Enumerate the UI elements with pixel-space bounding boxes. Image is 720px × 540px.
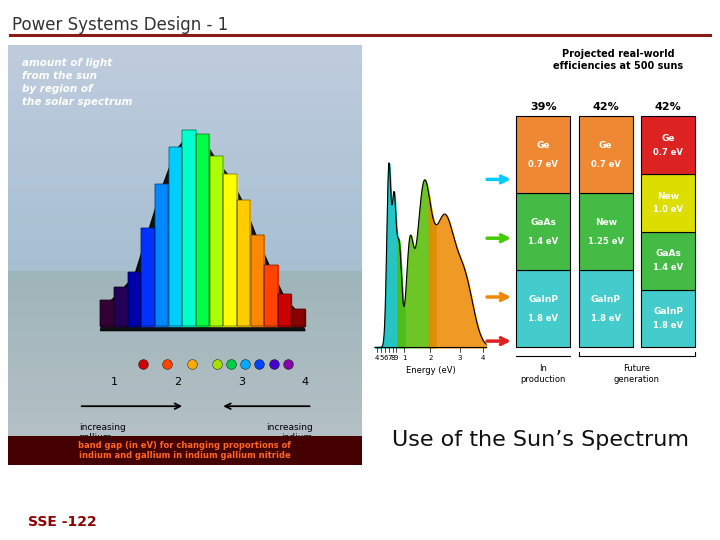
Text: GaInP: GaInP (590, 295, 621, 304)
Text: Power Systems Design - 1: Power Systems Design - 1 (12, 16, 228, 34)
Text: band gap (in eV) for changing proportions of
indium and gallium in indium galliu: band gap (in eV) for changing proportion… (78, 441, 292, 460)
Text: GaAs: GaAs (531, 218, 556, 227)
Text: 1.25 eV: 1.25 eV (588, 237, 624, 246)
Text: Ge: Ge (536, 141, 550, 150)
Text: In
production: In production (521, 364, 566, 383)
Text: 0.7 eV: 0.7 eV (590, 160, 621, 168)
Text: 6: 6 (383, 355, 387, 361)
Text: 4: 4 (302, 377, 309, 387)
Text: New: New (657, 192, 679, 200)
Text: 1.8 eV: 1.8 eV (653, 321, 683, 330)
Text: 39%: 39% (530, 102, 557, 112)
Text: 42%: 42% (593, 102, 619, 112)
Text: 42%: 42% (654, 102, 682, 112)
Text: GaInP: GaInP (528, 295, 558, 304)
Text: Projected real-world
efficiencies at 500 suns: Projected real-world efficiencies at 500… (553, 49, 683, 71)
Text: SSE -122: SSE -122 (28, 515, 96, 529)
Text: GaAs: GaAs (655, 249, 681, 258)
Text: increasing
gallium: increasing gallium (78, 423, 125, 442)
Text: Energy (eV): Energy (eV) (405, 366, 455, 375)
Text: 1: 1 (111, 377, 117, 387)
FancyBboxPatch shape (579, 117, 633, 193)
Text: 4: 4 (374, 355, 379, 361)
Text: 2: 2 (174, 377, 181, 387)
Text: 1.4 eV: 1.4 eV (528, 237, 558, 246)
FancyBboxPatch shape (516, 271, 570, 347)
Text: New: New (595, 218, 617, 227)
FancyBboxPatch shape (642, 117, 695, 174)
Text: 8: 8 (390, 355, 395, 361)
Text: 9: 9 (394, 355, 398, 361)
FancyBboxPatch shape (642, 289, 695, 347)
Text: 1.4 eV: 1.4 eV (653, 263, 683, 272)
Text: 7: 7 (387, 355, 392, 361)
Text: GaInP: GaInP (653, 307, 683, 316)
Text: 5: 5 (379, 355, 383, 361)
FancyBboxPatch shape (579, 271, 633, 347)
Text: Use of the Sun’s Spectrum: Use of the Sun’s Spectrum (392, 430, 688, 450)
FancyBboxPatch shape (579, 193, 633, 271)
Text: amount of light
from the sun
by region of
the solar spectrum: amount of light from the sun by region o… (22, 58, 132, 107)
Text: increasing
indium: increasing indium (266, 423, 312, 442)
Text: 0.7 eV: 0.7 eV (653, 148, 683, 157)
Text: Future
generation: Future generation (614, 364, 660, 383)
Text: Ge: Ge (599, 141, 613, 150)
FancyBboxPatch shape (516, 193, 570, 271)
Text: 3: 3 (238, 377, 245, 387)
Text: 1.8 eV: 1.8 eV (590, 314, 621, 322)
Text: 1.0 eV: 1.0 eV (653, 205, 683, 214)
FancyBboxPatch shape (642, 174, 695, 232)
Text: 1: 1 (402, 355, 407, 361)
Text: 4: 4 (480, 355, 485, 361)
Text: 3: 3 (458, 355, 462, 361)
FancyBboxPatch shape (8, 436, 362, 465)
Text: 1.8 eV: 1.8 eV (528, 314, 558, 322)
Text: 2: 2 (428, 355, 433, 361)
Text: Ge: Ge (662, 134, 675, 143)
Polygon shape (100, 134, 305, 330)
Text: 0.7 eV: 0.7 eV (528, 160, 558, 168)
FancyBboxPatch shape (516, 117, 570, 193)
FancyBboxPatch shape (642, 232, 695, 289)
